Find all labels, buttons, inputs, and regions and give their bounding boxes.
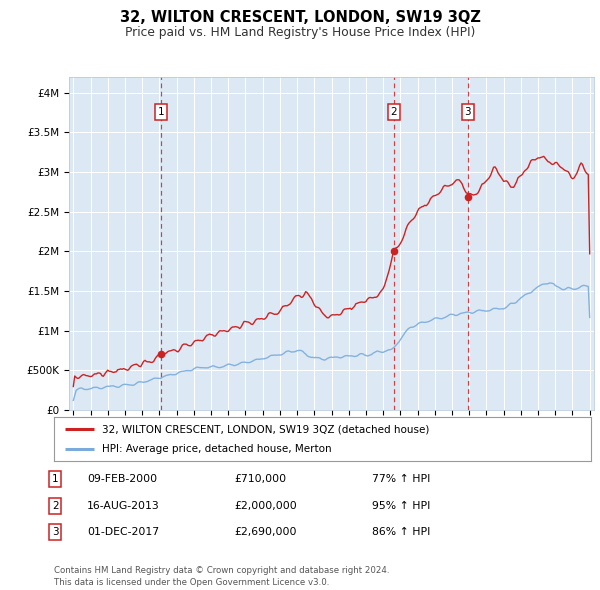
Text: 3: 3 bbox=[52, 527, 59, 537]
Text: 16-AUG-2013: 16-AUG-2013 bbox=[87, 501, 160, 510]
Text: 09-FEB-2000: 09-FEB-2000 bbox=[87, 474, 157, 484]
Text: Price paid vs. HM Land Registry's House Price Index (HPI): Price paid vs. HM Land Registry's House … bbox=[125, 26, 475, 39]
Text: 1: 1 bbox=[158, 107, 164, 117]
Text: 3: 3 bbox=[464, 107, 471, 117]
Text: 2: 2 bbox=[52, 501, 59, 510]
Text: Contains HM Land Registry data © Crown copyright and database right 2024.
This d: Contains HM Land Registry data © Crown c… bbox=[54, 566, 389, 587]
Text: £710,000: £710,000 bbox=[234, 474, 286, 484]
Text: 01-DEC-2017: 01-DEC-2017 bbox=[87, 527, 159, 537]
Text: HPI: Average price, detached house, Merton: HPI: Average price, detached house, Mert… bbox=[103, 444, 332, 454]
Text: 1: 1 bbox=[52, 474, 59, 484]
Text: 32, WILTON CRESCENT, LONDON, SW19 3QZ: 32, WILTON CRESCENT, LONDON, SW19 3QZ bbox=[119, 10, 481, 25]
Text: 32, WILTON CRESCENT, LONDON, SW19 3QZ (detached house): 32, WILTON CRESCENT, LONDON, SW19 3QZ (d… bbox=[103, 424, 430, 434]
Text: £2,000,000: £2,000,000 bbox=[234, 501, 297, 510]
Text: 77% ↑ HPI: 77% ↑ HPI bbox=[372, 474, 430, 484]
Text: £2,690,000: £2,690,000 bbox=[234, 527, 296, 537]
Text: 95% ↑ HPI: 95% ↑ HPI bbox=[372, 501, 430, 510]
Text: 86% ↑ HPI: 86% ↑ HPI bbox=[372, 527, 430, 537]
Text: 2: 2 bbox=[391, 107, 397, 117]
